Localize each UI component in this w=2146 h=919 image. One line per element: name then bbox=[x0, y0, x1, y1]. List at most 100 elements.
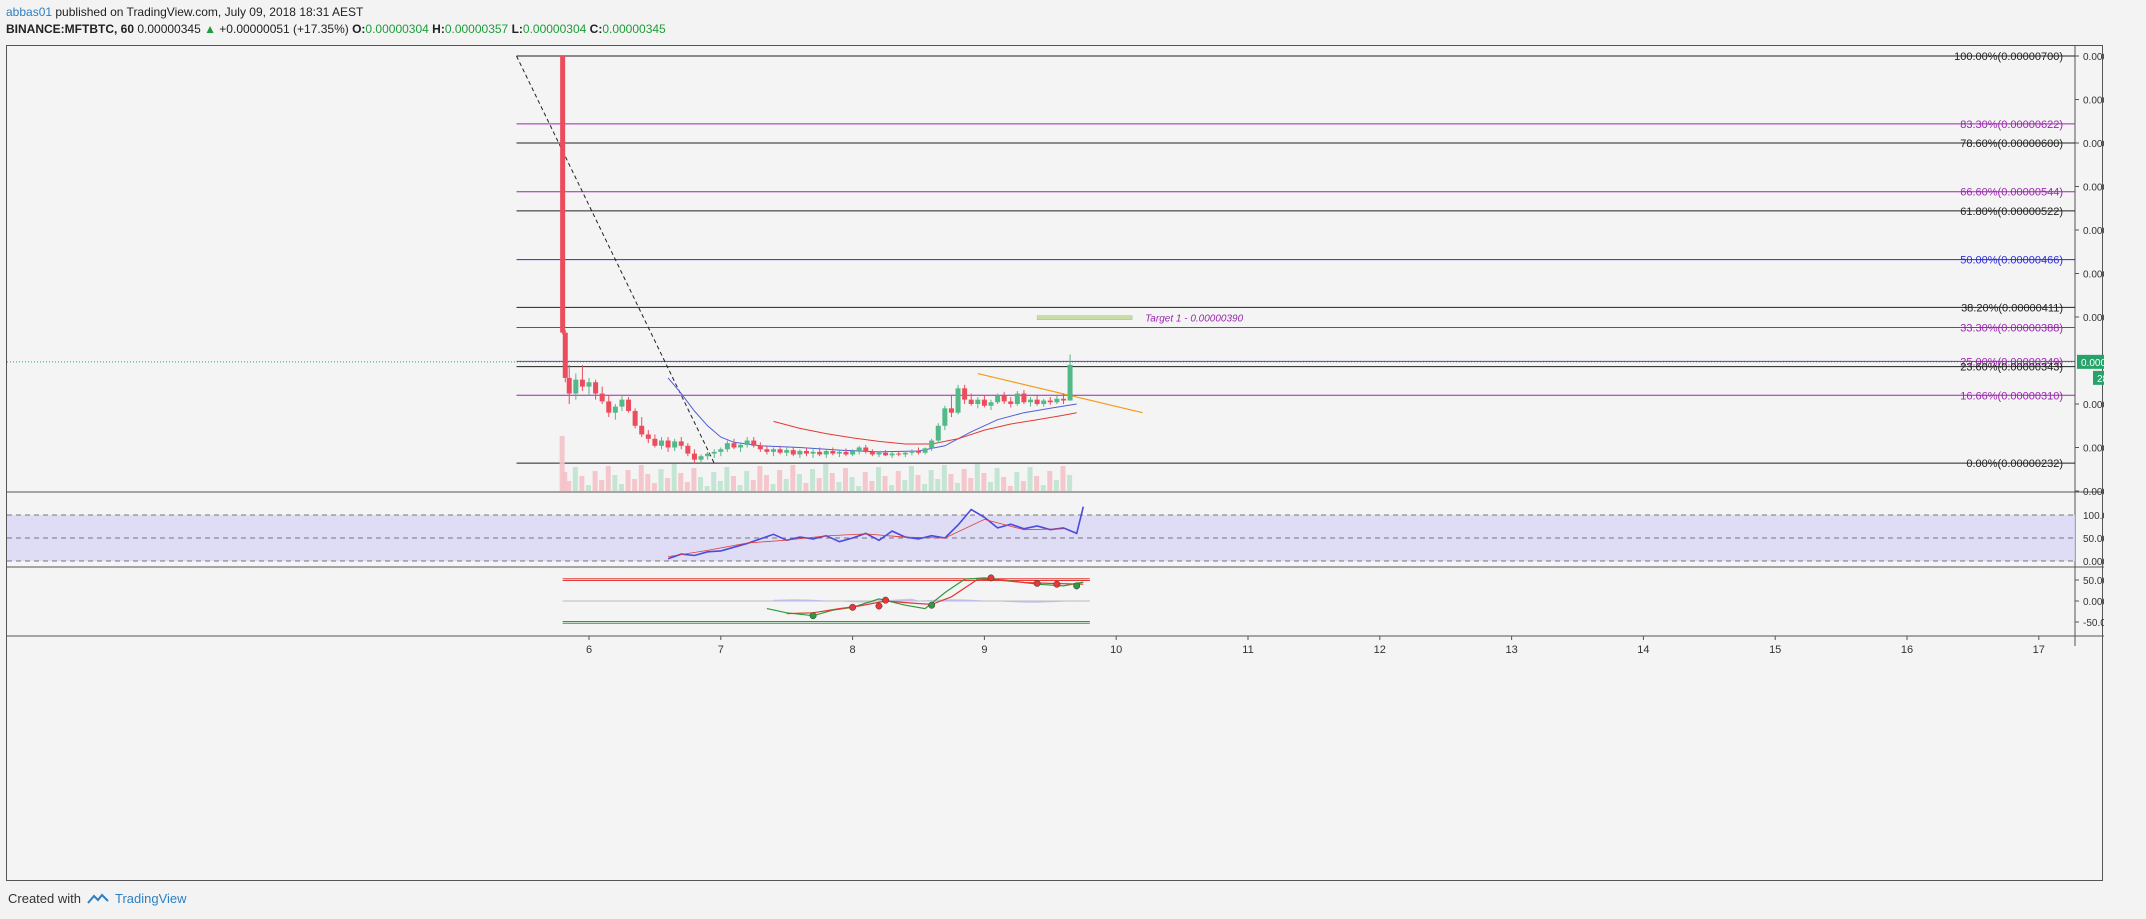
macd-cross-dot bbox=[1033, 579, 1041, 587]
candle-body bbox=[672, 441, 678, 448]
candle-body bbox=[1021, 393, 1027, 403]
last-price: 0.00000345 bbox=[137, 22, 205, 36]
fib-level-label: 66.60%(0.00000544) bbox=[1960, 187, 2063, 199]
fib-level-label: 61.80%(0.00000522) bbox=[1960, 206, 2063, 218]
time-tick-label: 15 bbox=[1769, 644, 1781, 656]
volume-bar bbox=[902, 480, 908, 491]
candle-body bbox=[1034, 399, 1040, 404]
volume-bar bbox=[625, 470, 631, 491]
candle-body bbox=[678, 441, 684, 446]
tradingview-link[interactable]: TradingView bbox=[114, 891, 187, 906]
time-tick-label: 16 bbox=[1901, 644, 1913, 656]
ma-blue-line bbox=[667, 377, 1077, 453]
candle-body bbox=[817, 451, 823, 455]
price-chart[interactable]: 0.00000700 0.00000650 0.00000600 0.00000550… bbox=[7, 46, 2104, 882]
volume-bar bbox=[704, 486, 710, 491]
candle-body bbox=[1067, 364, 1073, 401]
fib-level-label: 23.60%(0.00000343) bbox=[1960, 362, 2063, 374]
candle-body bbox=[962, 388, 968, 400]
candle-body bbox=[1001, 395, 1007, 402]
volume-bar bbox=[724, 467, 730, 491]
candle-body bbox=[705, 453, 711, 457]
candle-body bbox=[968, 399, 974, 404]
volume-bar bbox=[737, 485, 743, 491]
candle-body bbox=[790, 450, 796, 455]
candle-body bbox=[889, 453, 895, 456]
volume-bar bbox=[1053, 480, 1059, 491]
volume-bar bbox=[928, 470, 934, 491]
close-label: C: bbox=[586, 22, 603, 36]
volume-bar bbox=[796, 474, 802, 491]
price-tick-label: 0.00000250 bbox=[2083, 444, 2104, 455]
candle-body bbox=[632, 410, 638, 426]
rsi-signal-line bbox=[668, 518, 1064, 557]
chart-header: abbas01 published on TradingView.com, Ju… bbox=[6, 4, 666, 38]
volume-bar bbox=[935, 479, 941, 491]
volume-bar bbox=[566, 481, 572, 491]
countdown-badge bbox=[2093, 370, 2104, 385]
candle-body bbox=[573, 379, 579, 394]
volume-bar bbox=[955, 483, 961, 491]
macd-cross-dot bbox=[928, 601, 936, 609]
volume-bar bbox=[658, 469, 664, 491]
orange-trend-line bbox=[977, 372, 1143, 414]
volume-bar bbox=[1007, 486, 1013, 491]
volume-bar bbox=[948, 474, 954, 491]
change-text: +0.00000051 (+17.35%) bbox=[215, 22, 353, 36]
diagonal-trend-line bbox=[516, 55, 715, 464]
low-value: 0.00000304 bbox=[522, 22, 587, 36]
time-tick-label: 17 bbox=[2033, 644, 2045, 656]
open-label: O: bbox=[352, 22, 366, 36]
volume-bar bbox=[843, 468, 849, 491]
macd-cross-dot bbox=[987, 574, 995, 582]
candle-body bbox=[784, 450, 790, 453]
time-tick-label: 13 bbox=[1505, 644, 1517, 656]
macd-cross-dot bbox=[1053, 580, 1061, 588]
volume-bar bbox=[908, 466, 914, 491]
candle-body bbox=[916, 450, 921, 453]
candle-body bbox=[883, 452, 889, 456]
volume-bar bbox=[684, 482, 690, 491]
published-text: published on TradingView.com, July 09, 2… bbox=[52, 5, 364, 19]
chart-frame[interactable]: 0.00000700 0.00000650 0.00000600 0.00000550… bbox=[6, 45, 2104, 882]
candle-body bbox=[830, 450, 836, 454]
target-label: Target 1 - 0.00000390 bbox=[1145, 314, 1243, 325]
volume-bar bbox=[665, 478, 671, 491]
volume-bar bbox=[638, 465, 644, 491]
candle-body bbox=[948, 408, 954, 413]
ma-red-line bbox=[773, 412, 1077, 445]
candle-body bbox=[1028, 399, 1034, 403]
macd-tick-label: -50.0000 bbox=[2083, 618, 2104, 629]
candle-body bbox=[685, 445, 691, 454]
price-tick-label: 0.00000200 bbox=[2083, 487, 2104, 498]
volume-bar bbox=[836, 482, 842, 491]
candle-body bbox=[771, 449, 777, 452]
volume-bar bbox=[1047, 471, 1053, 491]
candle-body bbox=[764, 449, 770, 452]
volume-bar bbox=[968, 478, 974, 491]
author-link[interactable]: abbas01 bbox=[6, 5, 53, 19]
price-tick-label: 0.00000400 bbox=[2083, 313, 2104, 324]
volume-bar bbox=[559, 436, 565, 491]
candle-body bbox=[619, 399, 625, 407]
high-label: H: bbox=[428, 22, 445, 36]
candle-body bbox=[810, 451, 816, 454]
volume-bar bbox=[1060, 466, 1066, 491]
rsi-line bbox=[667, 506, 1085, 560]
candle-body bbox=[698, 456, 704, 460]
price-tick-label: 0.00000500 bbox=[2083, 226, 2104, 237]
volume-bar bbox=[783, 479, 789, 491]
candle-body bbox=[803, 450, 809, 454]
candle-body bbox=[658, 440, 664, 446]
volume-bar bbox=[572, 467, 578, 491]
footer: Created with TradingView bbox=[8, 891, 187, 906]
volume-bar bbox=[889, 485, 895, 491]
volume-bar bbox=[730, 476, 736, 491]
candle-body bbox=[902, 452, 908, 455]
rsi-tick-label: 100.0000 bbox=[2083, 511, 2104, 522]
volume-bar bbox=[770, 484, 776, 491]
candle-body bbox=[639, 425, 645, 435]
volume-bar bbox=[586, 485, 591, 491]
price-tick-label: 0.00000300 bbox=[2083, 400, 2104, 411]
candle-body bbox=[731, 443, 737, 448]
